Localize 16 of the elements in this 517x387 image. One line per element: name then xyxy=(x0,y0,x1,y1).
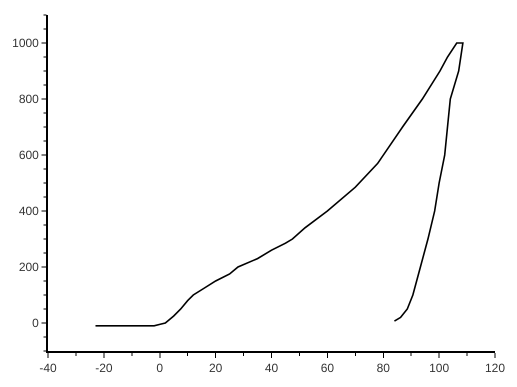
x-tick-label: 0 xyxy=(156,361,164,376)
x-tick-label: -40 xyxy=(39,361,57,376)
x-tick-label: 120 xyxy=(484,361,506,376)
y-tick-label: 0 xyxy=(32,316,40,330)
y-tick-label: 200 xyxy=(18,260,40,274)
x-tick-label: 80 xyxy=(376,361,390,376)
y-tick-label: 400 xyxy=(18,204,40,218)
line-series xyxy=(94,42,464,327)
y-tick-label: 1000 xyxy=(12,36,40,50)
x-tick-label: -20 xyxy=(95,361,113,376)
x-tick-label: 20 xyxy=(208,361,223,376)
x-tick-label: 40 xyxy=(264,361,278,376)
y-tick-label: 600 xyxy=(18,148,40,162)
x-tick-label: 100 xyxy=(429,361,450,376)
y-tick-label: 800 xyxy=(18,92,40,106)
x-tick-label: 60 xyxy=(320,361,334,376)
